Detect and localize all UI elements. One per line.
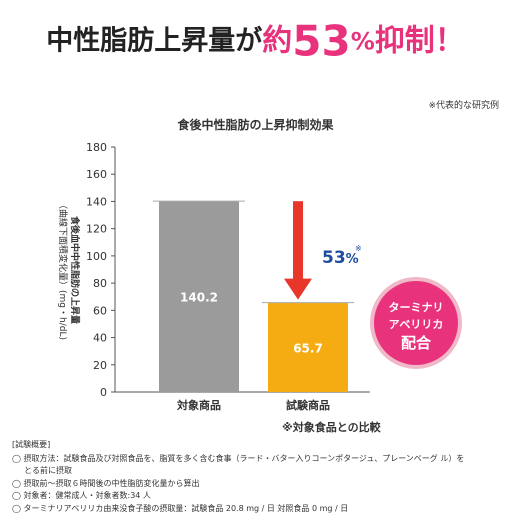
- y-tick-label: 20: [93, 359, 107, 372]
- bar-value-label: 140.2: [180, 291, 218, 305]
- chart-title: 食後中性脂肪の上昇抑制効果: [177, 118, 334, 132]
- y-axis-label-sub: （曲線下面積変化量）(mg・h/dL): [57, 200, 69, 340]
- ingredient-badge-inner: [374, 281, 458, 365]
- headline-suppress: 抑制！: [374, 23, 465, 59]
- y-tick-label: 100: [86, 250, 107, 263]
- summary-item: ◯ 摂取方法：試験食品及び対照食品を、脂質を多く含む食事（ラード・バター入りコー…: [12, 453, 465, 463]
- reduction-arrow-head: [284, 278, 312, 300]
- y-tick-label: 80: [93, 277, 107, 290]
- summary-item: ◯ 対象者：健常成人・対象者数:34 人: [12, 491, 151, 500]
- x-tick-label: 試験商品: [286, 398, 330, 412]
- y-tick-label: 160: [86, 168, 107, 181]
- summary-item: ◯ ターミナリアベリリカ由来没食子酸の摂取量：試験食品 20.8 mg / 日 …: [12, 503, 349, 513]
- reduction-label: 53%: [322, 248, 359, 268]
- study-summary: [試験概要] ◯ 摂取方法：試験食品及び対照食品を、脂質を多く含む食事（ラード・…: [12, 439, 464, 515]
- bar-chart: 0 20 40 60 80 100 120 140 160 180 食後血中中性脂肪の上昇量（曲線下…: [57, 141, 462, 412]
- headline-percent: %: [350, 27, 375, 56]
- representative-note: ※代表的な研究例: [428, 101, 499, 111]
- y-tick-label: 180: [86, 141, 107, 154]
- headline: 中性脂肪上昇量が約53%抑制！: [0, 0, 511, 82]
- badge-line: アベリリカ: [389, 318, 444, 331]
- summary-heading: [試験概要]: [12, 440, 51, 449]
- headline-about: 約: [262, 23, 293, 59]
- headline-number: 53: [292, 16, 351, 66]
- reduction-footnote-mark: ※: [355, 244, 362, 253]
- bar: [268, 302, 348, 392]
- summary-item: とる前に摂取: [24, 466, 72, 475]
- comparison-note: ※対象食品との比較: [282, 421, 381, 434]
- headline-main: 中性脂肪上昇量が: [46, 25, 263, 57]
- badge-line: ターミナリ: [389, 301, 444, 314]
- y-axis-label: 食後血中中性脂肪の上昇量: [69, 215, 81, 324]
- summary-item: ◯ 摂取前～摂取６時間後の中性脂肪変化量から算出: [12, 478, 200, 488]
- badge-line: 配合: [401, 334, 432, 352]
- y-tick-label: 140: [86, 195, 107, 208]
- bar-value-label: 65.7: [293, 341, 323, 355]
- y-tick-label: 0: [100, 386, 107, 399]
- bar: [159, 201, 239, 392]
- y-tick-label: 40: [93, 332, 107, 345]
- y-tick-label: 60: [93, 304, 107, 317]
- y-tick-label: 120: [86, 223, 107, 236]
- x-tick-label: 対象商品: [176, 398, 221, 412]
- reduction-arrow-shaft: [293, 201, 303, 281]
